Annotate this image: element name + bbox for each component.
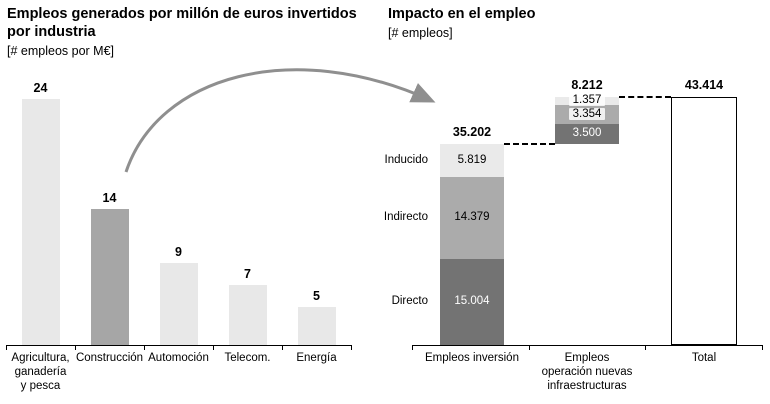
- left-chart-title: Empleos generados por millón de euros in…: [7, 6, 357, 40]
- right-chart-segment-value: 5.819: [457, 153, 487, 166]
- left-chart-bar: [159, 263, 198, 345]
- right-chart-title: Impacto en el empleo: [388, 6, 536, 22]
- left-chart-axis-tick: [144, 345, 146, 350]
- right-chart-segment-directo: [440, 259, 504, 345]
- left-chart-x-axis: [6, 345, 351, 347]
- right-chart-axis-tick: [412, 345, 414, 350]
- left-chart-bar-value: 7: [244, 267, 251, 281]
- left-chart-axis-tick: [75, 345, 77, 350]
- left-chart-bar: [90, 209, 129, 345]
- left-chart-subtitle: [# empleos por M€]: [7, 44, 114, 58]
- left-chart-axis-tick: [282, 345, 284, 350]
- right-chart-subtitle: [# empleos]: [388, 26, 453, 40]
- connector-dashed-line: [504, 143, 555, 145]
- right-chart-stack-label-indirecto: Indirecto: [383, 211, 428, 223]
- right-chart-stack-label-directo: Directo: [391, 295, 428, 307]
- right-chart-category-label: Total: [691, 352, 717, 364]
- right-chart-segment-directo: [555, 124, 619, 144]
- right-chart-axis-tick: [762, 345, 764, 350]
- left-chart-bar: [228, 285, 267, 345]
- right-chart-axis-tick: [645, 345, 647, 350]
- left-chart-bar-value: 24: [33, 81, 48, 95]
- left-chart-bar-value: 9: [175, 245, 182, 259]
- left-chart-bar-value: 5: [313, 289, 320, 303]
- right-chart-total-value: 8.212: [571, 78, 603, 92]
- right-chart-segment-value: 15.004: [454, 295, 490, 307]
- left-chart-category-label: Agricultura, ganadería y pesca: [11, 352, 70, 392]
- connector-dashed-line: [619, 96, 671, 98]
- right-chart-segment-inducido: [440, 144, 504, 177]
- right-chart-stack-label-inducido: Inducido: [384, 153, 428, 166]
- right-chart-category-label: Empleos inversión: [425, 352, 519, 364]
- right-chart-segment-value: 3.500: [572, 127, 602, 139]
- left-chart-axis-tick: [351, 345, 353, 350]
- left-chart-category-label: Energía: [296, 352, 337, 364]
- left-chart-bar: [21, 99, 60, 345]
- right-chart-segment-value: 14.379: [454, 211, 490, 223]
- right-chart-grand-total-value: 43.414: [684, 78, 724, 92]
- left-chart-category-label: Construcción: [75, 352, 144, 364]
- right-chart-category-label: Empleos operación nuevas infraestructuras: [541, 352, 633, 392]
- left-chart-category-label: Automoción: [148, 352, 209, 364]
- right-chart-total-value: 35.202: [452, 125, 492, 139]
- right-chart-segment-value: 1.357: [555, 93, 619, 108]
- left-chart-bar: [297, 307, 336, 345]
- left-chart-axis-tick: [213, 345, 215, 350]
- right-chart-total-bar: [671, 97, 737, 345]
- left-chart-category-label: Telecom.: [224, 352, 271, 364]
- left-chart-axis-tick: [6, 345, 8, 350]
- right-chart-segment-value: 3.354: [555, 107, 619, 122]
- right-chart-segment-indirecto: [440, 177, 504, 259]
- left-chart-bar-value: 14: [102, 191, 117, 205]
- right-chart-axis-tick: [529, 345, 531, 350]
- right-chart-x-axis: [412, 345, 762, 347]
